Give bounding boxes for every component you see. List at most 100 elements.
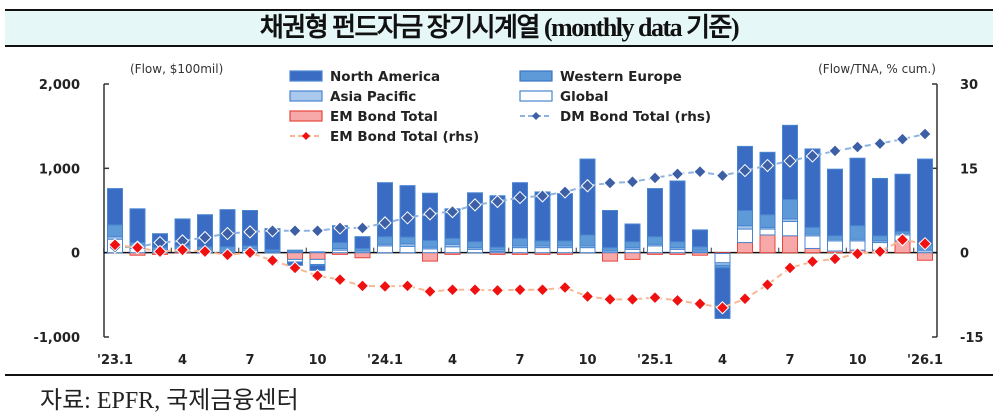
bar-north-america [872, 177, 888, 237]
bar-north-america [602, 210, 618, 249]
x-tick-label: 10 [308, 353, 326, 368]
bar-western-europe [759, 214, 776, 228]
em-bond-total-point [580, 289, 595, 304]
bar-north-america [827, 168, 843, 237]
bar-western-europe [377, 236, 393, 245]
dm-bond-total-point [355, 221, 370, 235]
dm-bond-total-point [783, 154, 797, 168]
dm-bond-total-point [535, 189, 550, 203]
em-bond-total-point [513, 283, 527, 297]
dm-bond-total-point [333, 221, 347, 235]
x-tick-label: 4 [448, 353, 457, 368]
dm-bond-total-point [265, 224, 280, 238]
bar-western-europe [332, 242, 348, 249]
x-tick-label: '23.1 [97, 353, 133, 368]
bar-global [737, 228, 753, 244]
em-bond-total-point [783, 261, 797, 275]
dm-bond-total-point [670, 167, 685, 181]
em-bond-total-point [828, 252, 842, 266]
em-bond-total-point [378, 279, 392, 294]
em-bond-total-point [108, 238, 122, 252]
bar-global [512, 247, 528, 254]
dm-bond-total-point [850, 140, 865, 154]
legend-item: Asia Pacific [289, 89, 416, 105]
right-axis-unit: (Flow/TNA, % cum.) [818, 62, 936, 76]
em-bond-total-point [400, 279, 415, 293]
bar-western-europe [647, 236, 663, 245]
bar-western-europe [849, 225, 866, 240]
dm-bond-total-point [468, 198, 482, 212]
right-tick-label: 15 [960, 162, 978, 177]
dm-bond-total-point [243, 225, 257, 239]
bar-global [782, 220, 798, 237]
bar-western-europe [467, 241, 483, 249]
em-bond-total-point [445, 283, 460, 297]
dm-bond-total-point [648, 171, 662, 185]
legend-label: North America [330, 69, 440, 85]
x-tick-label: 4 [718, 353, 727, 368]
bar-global [624, 248, 641, 254]
bar-global [827, 240, 843, 252]
bar-global [444, 246, 461, 254]
bar-em-bond-total [624, 252, 641, 260]
legend-swatch [289, 110, 323, 122]
legend-item: Global [519, 89, 608, 105]
left-tick-label: 2,000 [39, 78, 80, 93]
bar-western-europe [107, 224, 123, 238]
em-bond-total-point [558, 280, 572, 295]
bar-western-europe [399, 236, 416, 245]
bar-north-america [107, 188, 123, 226]
x-tick-label: '26.1 [907, 353, 943, 368]
bar-global [647, 245, 663, 254]
dm-bond-total-point [738, 163, 752, 178]
source-note: 자료: EPFR, 국제금융센터 [40, 388, 299, 414]
left-tick-label: 0 [71, 247, 80, 262]
bar-em-bond-total [782, 235, 798, 254]
legend-marker [532, 112, 540, 120]
bar-em-bond-total [354, 252, 371, 259]
chart-title: 채권형 펀드자금 장기시계열 (monthly data 기준) [259, 13, 740, 42]
bar-north-america [354, 236, 371, 249]
bar-global [804, 235, 821, 249]
legend-label: Global [560, 89, 608, 105]
bar-western-europe [602, 247, 618, 252]
em-bond-total-point [468, 283, 482, 297]
bar-global [759, 228, 776, 236]
legend-label: EM Bond Total (rhs) [330, 129, 479, 145]
em-bond-total-point [198, 244, 212, 259]
em-bond-total-point [603, 292, 617, 307]
em-bond-total-point [693, 297, 707, 311]
x-tick-label: 4 [178, 353, 187, 368]
x-tick-label: 10 [848, 353, 866, 368]
dm-bond-total-point [423, 207, 437, 221]
dm-bond-total-point [400, 211, 415, 225]
bar-north-america [557, 193, 573, 242]
em-bond-total-point [918, 236, 932, 251]
x-tick-label: '24.1 [367, 353, 403, 368]
bar-north-america [804, 148, 821, 228]
bar-north-america [894, 173, 911, 233]
dm-bond-total-point [625, 175, 640, 189]
bar-western-europe [287, 249, 303, 253]
bar-global [669, 248, 686, 254]
legend-swatch [289, 90, 323, 102]
bar-em-bond-total [287, 252, 303, 260]
right-tick-label: 30 [960, 78, 978, 93]
lines [108, 127, 932, 315]
chart: 2,000 1,000 0 -1,000 30 15 0 -15 '23.1 4 7 10 '24.1 4… [33, 62, 983, 368]
em-bond-total-point [535, 283, 550, 297]
em-bond-total-point [738, 292, 752, 306]
bar-global [467, 248, 483, 254]
left-axis-unit: (Flow, $100mil) [130, 62, 223, 76]
bar-em-bond-total [309, 252, 326, 260]
dm-bond-total-point [220, 226, 235, 241]
em-bond-total-point [760, 278, 775, 292]
bar-global [534, 247, 551, 254]
bar-em-bond-total [917, 252, 933, 261]
bar-global [422, 248, 438, 254]
bar-em-bond-total [804, 247, 821, 254]
legend-item: Western Europe [519, 69, 682, 85]
legend-swatch [519, 70, 553, 82]
legend-marker [302, 132, 310, 140]
legend-item: EM Bond Total (rhs) [290, 129, 479, 145]
